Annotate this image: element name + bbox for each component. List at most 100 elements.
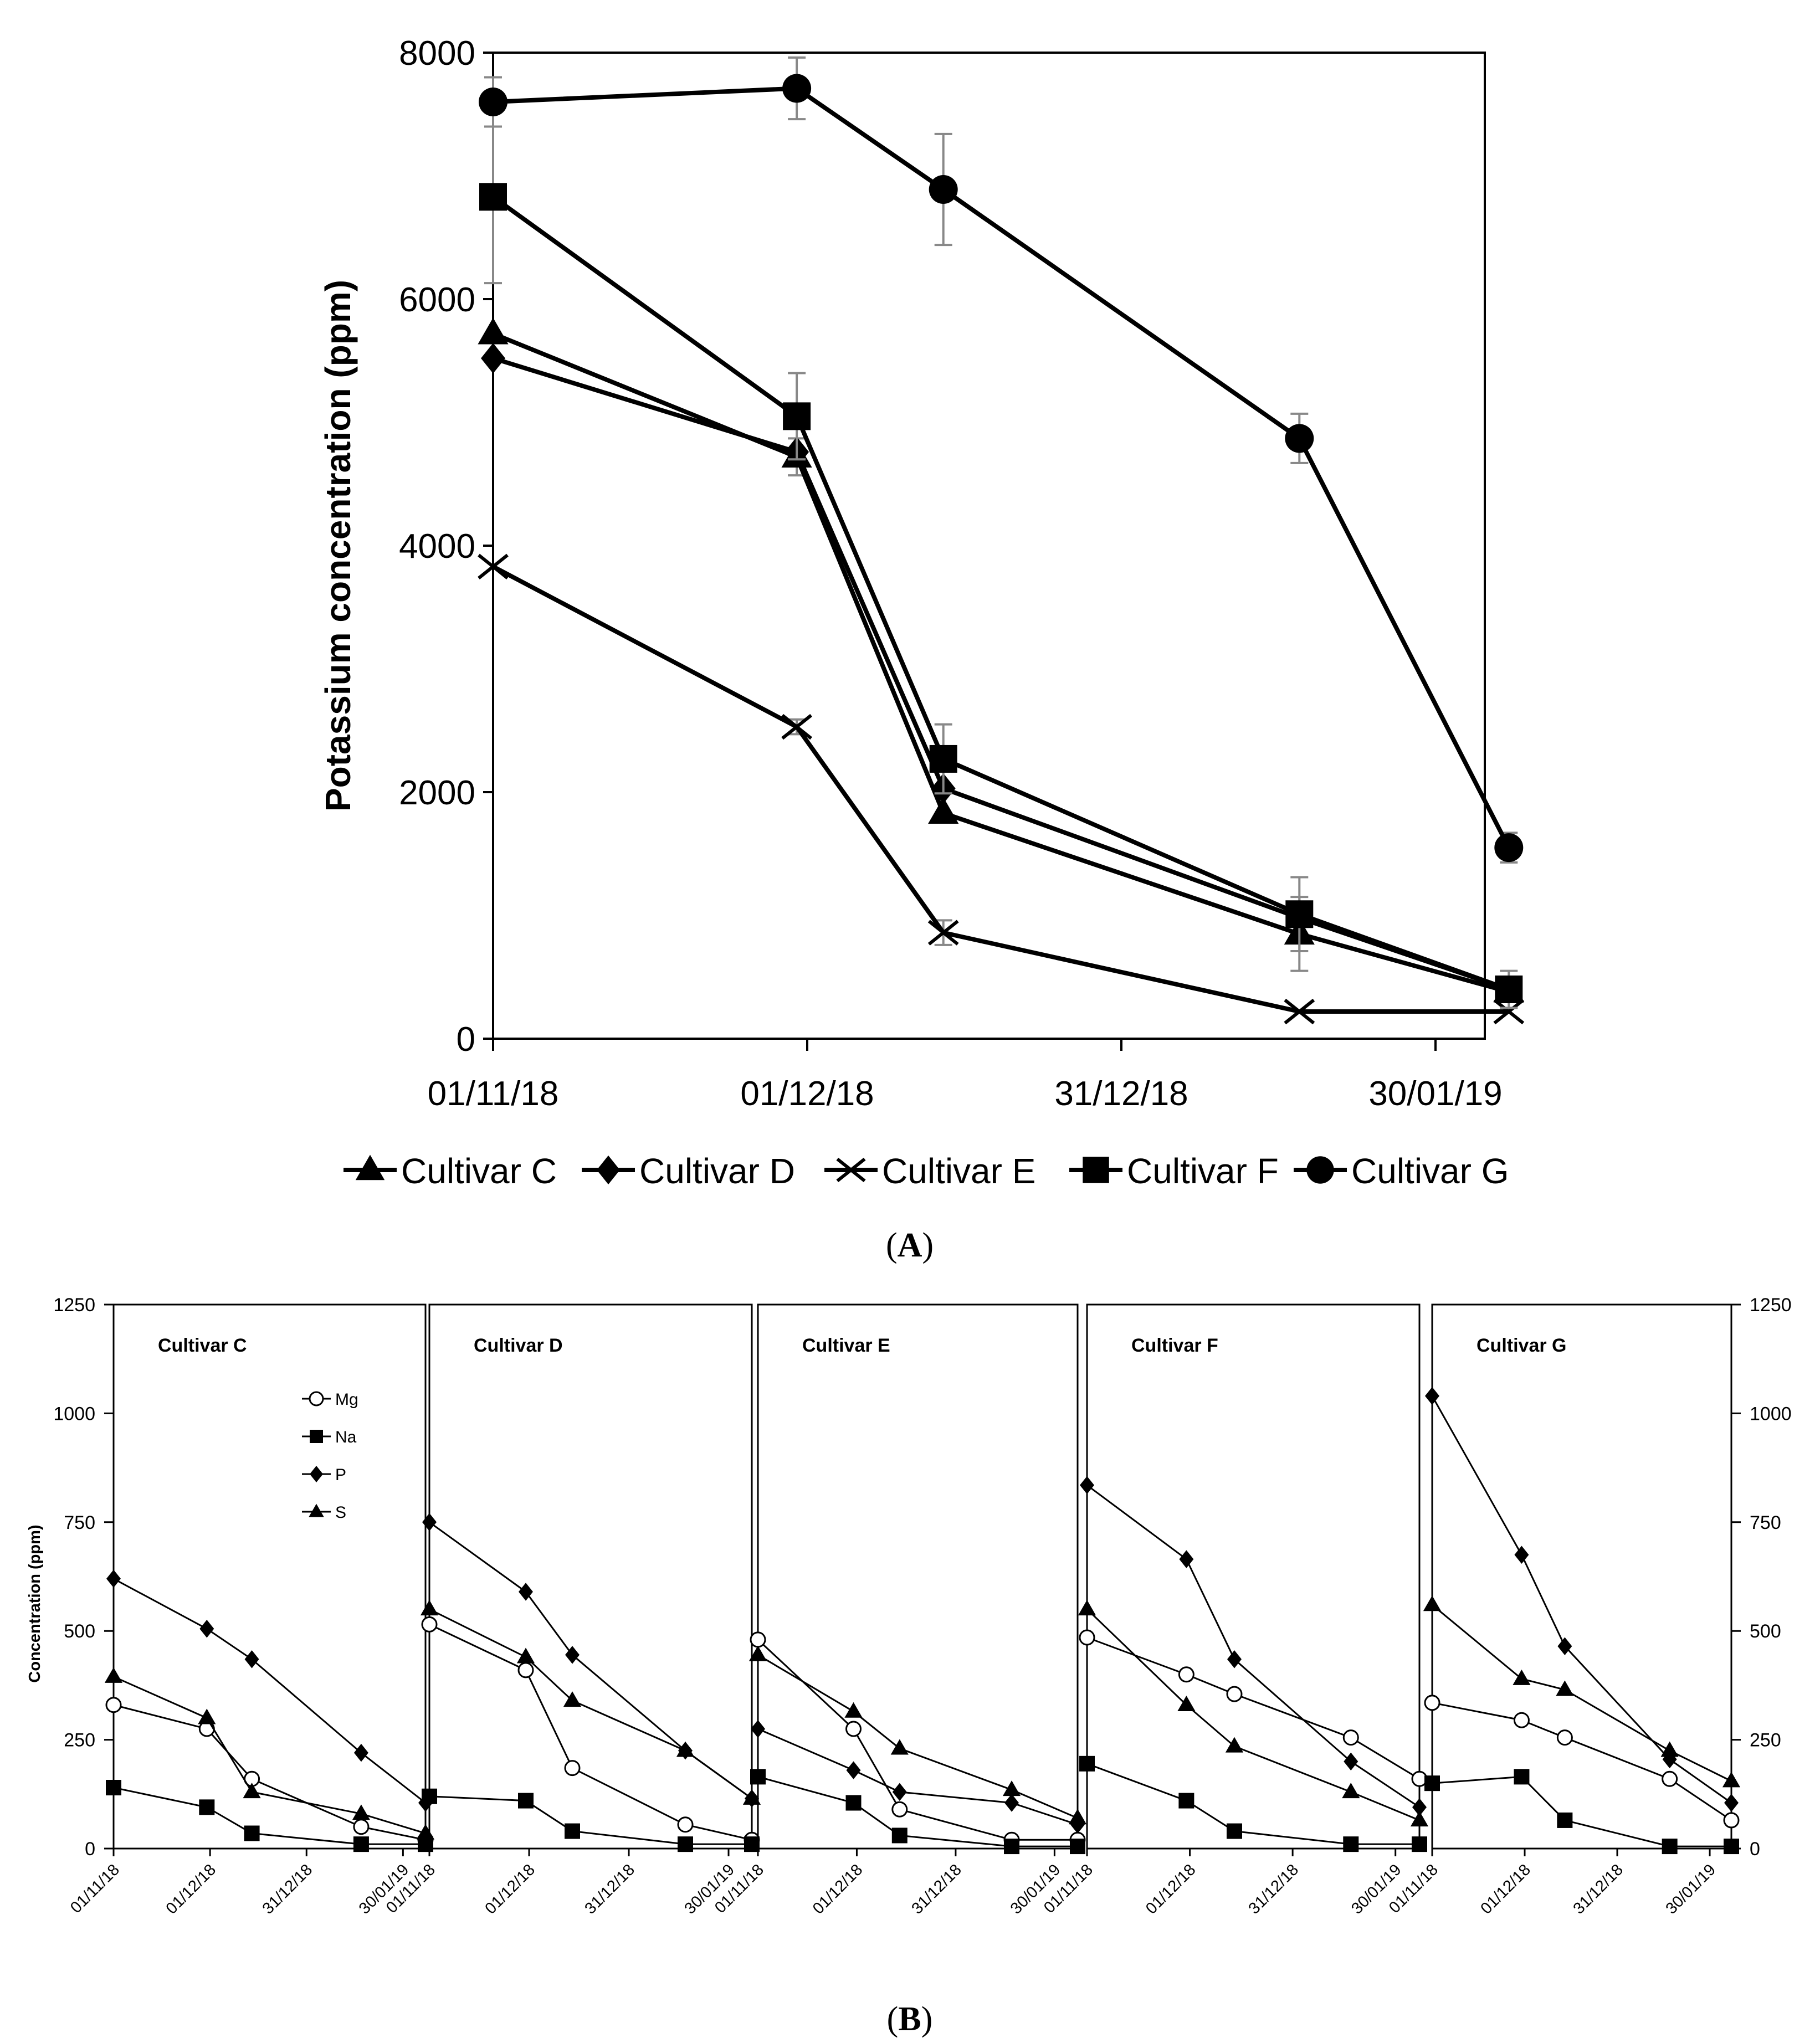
x-tick-label-b: 01/11/18	[67, 1861, 123, 1917]
data-point	[353, 1836, 369, 1852]
legend-item-b: P	[302, 1466, 346, 1484]
data-point	[104, 1667, 123, 1683]
data-point	[1342, 1729, 1359, 1746]
legend-marker	[597, 1155, 620, 1185]
series-line	[429, 1624, 752, 1841]
series-b-mg	[750, 1631, 1086, 1848]
y-tick-label-right-b: 750	[1750, 1512, 1781, 1533]
data-point	[890, 1739, 909, 1755]
data-point	[1079, 1629, 1095, 1646]
x-tick-label-b: 01/12/18	[481, 1861, 538, 1917]
series-line	[492, 331, 1510, 994]
x-tick-label-a: 30/01/19	[1368, 1075, 1502, 1113]
legend-label: S	[335, 1503, 346, 1522]
series-line	[113, 1676, 426, 1834]
series-b-s	[104, 1667, 435, 1840]
chart-a: 0 2000 4000 6000 8000 01/11/18 01/12/18 31/12/1…	[318, 34, 1525, 1191]
legend-item-a: Cultivar F	[1069, 1151, 1279, 1191]
x-tick-label-b: 31/12/18	[1245, 1861, 1302, 1917]
y-tick-label-right-b: 500	[1750, 1621, 1781, 1642]
data-point	[517, 1662, 534, 1678]
series-b-na	[1079, 1755, 1427, 1852]
data-point	[892, 1783, 907, 1801]
panel-frame	[1431, 1303, 1732, 1850]
data-point	[1178, 1793, 1194, 1809]
y-tick-label-left-b: 500	[64, 1621, 95, 1642]
data-point	[1410, 1811, 1429, 1827]
series-b-na	[1424, 1769, 1739, 1855]
x-tick-label-a: 01/11/18	[428, 1075, 559, 1113]
panel-frame	[1086, 1303, 1421, 1850]
y-tick-label-right-b: 0	[1750, 1839, 1760, 1860]
data-point	[563, 1691, 582, 1707]
legend-label: Cultivar C	[401, 1151, 557, 1191]
series-b-p	[751, 1719, 1085, 1834]
data-point	[676, 1741, 695, 1757]
legend-marker	[309, 1503, 324, 1517]
data-point	[927, 920, 959, 946]
panel-title: Cultivar C	[158, 1335, 247, 1356]
data-point	[353, 1819, 370, 1835]
plot-area-a	[492, 52, 1486, 1040]
data-point	[243, 1783, 261, 1799]
data-point	[845, 1795, 862, 1811]
data-point	[1226, 1823, 1242, 1839]
data-point	[105, 1697, 122, 1713]
data-point	[422, 1788, 437, 1804]
data-point	[1004, 1794, 1019, 1812]
series-line	[429, 1521, 752, 1799]
data-point	[1493, 998, 1525, 1025]
legend-item-b: S	[302, 1503, 346, 1522]
data-point	[479, 88, 507, 116]
series-b-mg	[1424, 1695, 1740, 1829]
x-tick-label-b: 31/12/18	[908, 1861, 965, 1917]
data-point	[1723, 1812, 1740, 1829]
y-tick-label-right-b: 1000	[1750, 1403, 1792, 1424]
x-tick-label-b: 30/01/19	[1663, 1861, 1719, 1917]
x-tick-label-a: 01/12/18	[740, 1075, 874, 1113]
legend-label: Na	[335, 1428, 357, 1446]
y-tick-label-left-b: 250	[64, 1730, 95, 1751]
data-point	[421, 1616, 438, 1633]
data-point	[420, 1600, 439, 1616]
chart-b: 0 0 250 250 500 500 750 750 1000 1000 1250 1250 Conc…	[26, 1295, 1792, 1918]
series-b-s	[420, 1600, 761, 1805]
data-point	[1344, 1752, 1358, 1771]
data-point	[199, 1620, 214, 1638]
data-point	[929, 174, 958, 204]
data-point	[1494, 833, 1524, 863]
y-tick-label-left-b: 0	[85, 1839, 95, 1860]
data-point	[478, 553, 509, 579]
data-point	[565, 1823, 580, 1839]
legend-marker	[1306, 1156, 1334, 1184]
legend-label: Mg	[335, 1390, 358, 1409]
legend-marker	[1083, 1157, 1109, 1183]
legend-label: Cultivar G	[1351, 1151, 1509, 1191]
data-point	[781, 713, 812, 740]
data-point	[1178, 1666, 1194, 1683]
panel-cultivar-d: Cultivar D01/11/18 01/12/18 31/12/18 30/01/…	[383, 1303, 761, 1918]
data-point	[1284, 998, 1315, 1025]
x-tick-label-b: 31/12/18	[581, 1861, 638, 1917]
legend-b: Mg Na P S	[302, 1390, 358, 1522]
data-point	[783, 402, 811, 430]
series-line	[113, 1578, 426, 1804]
data-point	[353, 1743, 368, 1762]
data-point	[1002, 1780, 1021, 1796]
legend-label: P	[335, 1466, 346, 1484]
data-point	[1722, 1772, 1741, 1788]
series-b-s	[1078, 1600, 1429, 1827]
data-point	[198, 1708, 216, 1724]
data-point	[478, 317, 509, 345]
data-point	[1412, 1836, 1427, 1852]
data-point	[742, 1789, 761, 1805]
y-tick-label-left-b: 1250	[53, 1295, 95, 1316]
series-b-na	[750, 1769, 1085, 1855]
data-point	[1177, 1695, 1196, 1711]
data-point	[748, 1645, 767, 1661]
series-a-cultivar-c	[478, 317, 1524, 1003]
series-b-mg	[105, 1697, 434, 1848]
data-point	[1179, 1550, 1194, 1568]
series-line	[1432, 1775, 1731, 1847]
legend-marker	[836, 1157, 866, 1183]
